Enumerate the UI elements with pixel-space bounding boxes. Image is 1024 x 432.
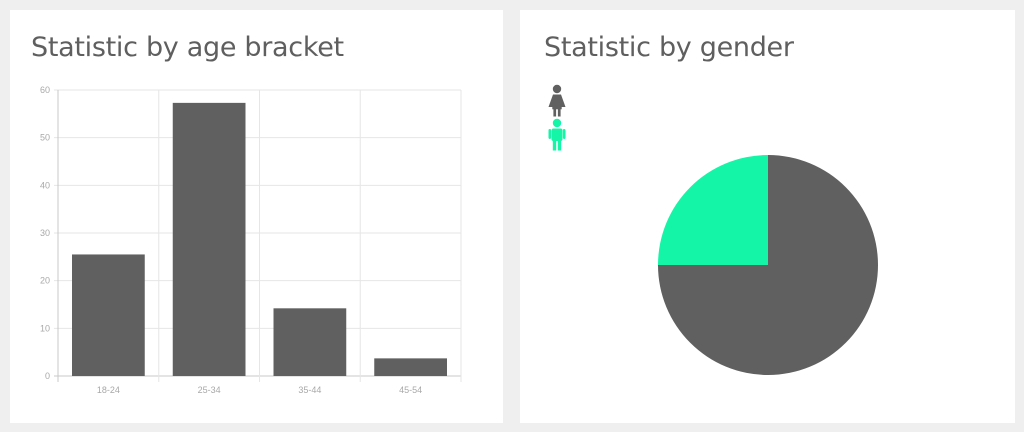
gender-chart-title: Statistic by gender bbox=[544, 32, 794, 63]
bar bbox=[72, 254, 145, 376]
gender-pie-chart bbox=[658, 155, 878, 375]
y-tick-label: 60 bbox=[40, 85, 50, 95]
bar bbox=[374, 358, 447, 376]
female-icon[interactable] bbox=[544, 84, 570, 120]
y-tick-label: 50 bbox=[40, 133, 50, 143]
gender-legend bbox=[544, 84, 574, 154]
y-tick-label: 20 bbox=[40, 276, 50, 286]
bar bbox=[273, 308, 347, 376]
y-tick-label: 10 bbox=[40, 323, 50, 333]
age-bracket-card: Statistic by age bracket 0 10 20 30 40 50 60 18… bbox=[10, 10, 503, 423]
pie-slice bbox=[658, 155, 768, 265]
age-chart-title: Statistic by age bracket bbox=[31, 32, 344, 63]
gender-card: Statistic by gender bbox=[520, 10, 1015, 423]
y-tick-label: 0 bbox=[45, 371, 50, 381]
age-bar-chart: 0 10 20 30 40 50 60 18-24 25-34 35-44 45-54 bbox=[40, 85, 462, 395]
y-tick-label: 40 bbox=[40, 180, 50, 190]
x-tick-label: 25-34 bbox=[198, 385, 221, 395]
x-tick-label: 35-44 bbox=[298, 385, 321, 395]
male-icon[interactable] bbox=[544, 118, 570, 154]
x-tick-label: 18-24 bbox=[97, 385, 120, 395]
y-tick-label: 30 bbox=[40, 228, 50, 238]
bar bbox=[172, 102, 246, 377]
x-tick-label: 45-54 bbox=[399, 385, 422, 395]
